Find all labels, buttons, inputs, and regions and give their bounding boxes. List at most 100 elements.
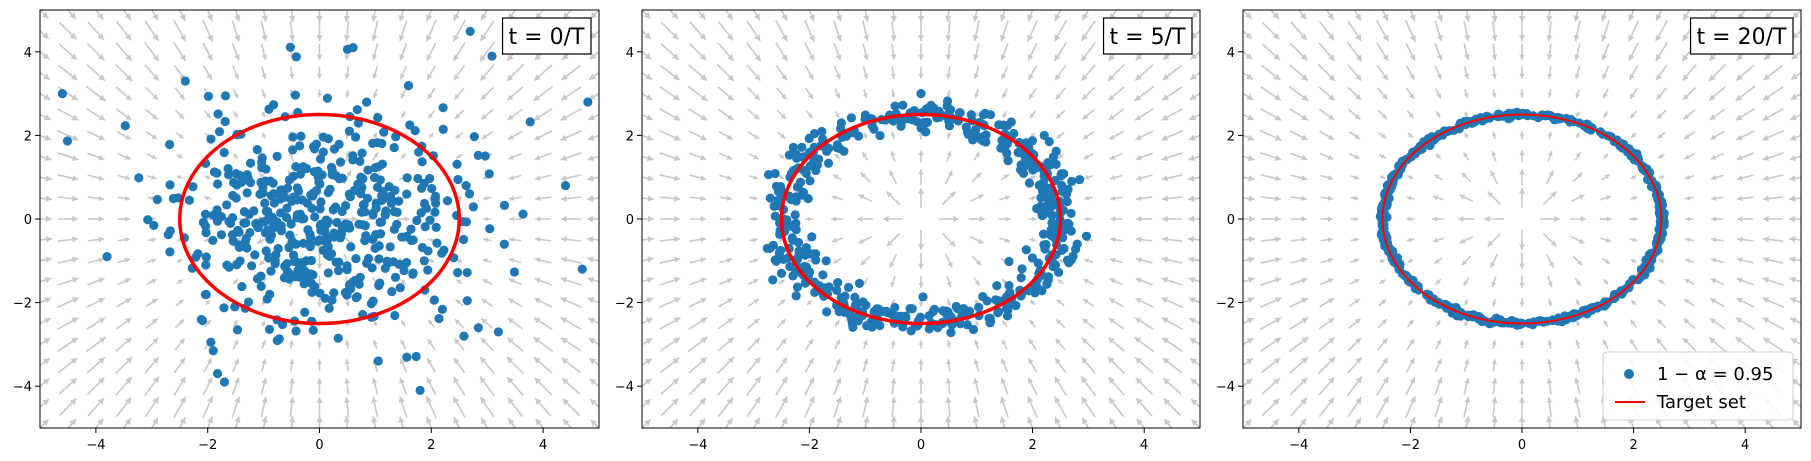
data-point [1068,251,1078,261]
field-arrowhead [534,134,541,141]
field-arrowhead [726,134,733,140]
field-arrowhead [72,195,78,202]
field-arrowhead [1136,195,1142,202]
field-arrowhead [1027,416,1034,424]
field-arrowhead [1002,320,1008,326]
y-tick-label: −2 [13,297,32,312]
x-tick-label: 2 [1629,438,1637,453]
data-point [242,188,252,198]
field-arrowhead [858,194,865,200]
field-arrowhead [481,13,487,21]
legend-box [1602,351,1794,421]
field-arrowhead [645,338,653,345]
field-arrowhead [1056,299,1062,305]
field-arrowhead [533,317,541,324]
field-arrowhead [71,337,78,344]
field-arrowhead [152,74,159,81]
field-arrowhead [1189,93,1197,100]
field-arrowhead [587,134,595,141]
field-arrowhead [124,257,131,263]
field-arrowhead [205,300,211,305]
field-arrowhead [206,14,213,22]
field-arrowhead [754,357,761,364]
field-arrowhead [644,399,651,406]
field-arrowhead [560,134,568,141]
field-arrowhead [454,338,460,345]
data-point [282,203,292,213]
data-point [201,252,211,262]
data-point [265,234,275,244]
field-arrowhead [1248,195,1255,202]
field-arrowhead [671,12,678,19]
field-arrowhead [1029,113,1035,119]
field-arrowhead [152,376,159,384]
data-point [1636,272,1646,282]
field-arrowhead [973,54,979,61]
field-arrowhead [808,396,815,404]
field-arrowhead [1436,377,1443,384]
field-arrowhead [1301,317,1309,324]
data-point [212,168,222,178]
field-arrowhead [1355,357,1362,364]
field-arrowhead [207,34,214,42]
data-point [318,132,328,142]
data-point [984,313,994,324]
field-arrowhead [1683,113,1690,120]
field-arrowhead [344,359,350,365]
field-arrowhead [316,378,323,384]
field-arrowhead [1464,132,1469,138]
field-arrowhead [1353,258,1360,264]
field-arrowhead [1382,74,1388,81]
y-tick-label: 2 [1227,129,1235,144]
field-arrowhead [1108,337,1115,344]
field-arrowhead [918,359,924,365]
field-arrowhead [561,215,567,223]
field-arrowhead [1188,195,1195,202]
field-arrowhead [1002,112,1008,118]
field-arrowhead [1274,317,1282,324]
field-arrowhead [1328,377,1335,384]
data-point [1011,301,1021,311]
field-arrowhead [371,54,378,61]
field-arrowhead [833,174,839,180]
field-arrowhead [1682,54,1689,62]
field-arrowhead [97,33,104,40]
field-arrowhead [1191,11,1199,19]
field-arrowhead [949,191,956,198]
field-arrowhead [754,54,761,62]
field-arrowhead [1248,175,1255,182]
field-arrowhead [1432,195,1439,201]
field-arrowhead [44,276,52,284]
data-point [276,185,286,195]
data-point [991,295,1001,305]
field-arrowhead [260,320,266,326]
field-arrowhead [233,358,240,365]
field-arrowhead [1274,277,1282,284]
field-arrowhead [918,263,924,269]
field-arrowhead [152,54,159,62]
field-arrowhead [673,297,681,304]
field-arrowhead [1000,54,1007,61]
field-arrowhead [1487,191,1494,198]
data-point [357,148,367,158]
field-arrowhead [945,397,952,403]
field-arrowhead [259,259,265,266]
data-point [499,239,509,249]
field-arrowhead [151,318,158,325]
data-point [509,267,520,277]
field-arrowhead [1765,419,1772,426]
field-arrowhead [1518,35,1526,41]
field-arrowhead [1602,73,1608,80]
field-arrowhead [373,320,379,326]
field-arrowhead [1554,215,1560,223]
data-point [1024,178,1035,188]
field-arrowhead [1547,131,1553,137]
data-point [399,265,409,276]
field-arrowhead [673,94,680,101]
field-arrowhead [561,195,567,202]
data-point [896,121,906,131]
field-arrowhead [1735,317,1743,324]
plot-area [40,10,599,428]
field-arrowhead [1762,277,1770,284]
data-point [762,243,772,253]
